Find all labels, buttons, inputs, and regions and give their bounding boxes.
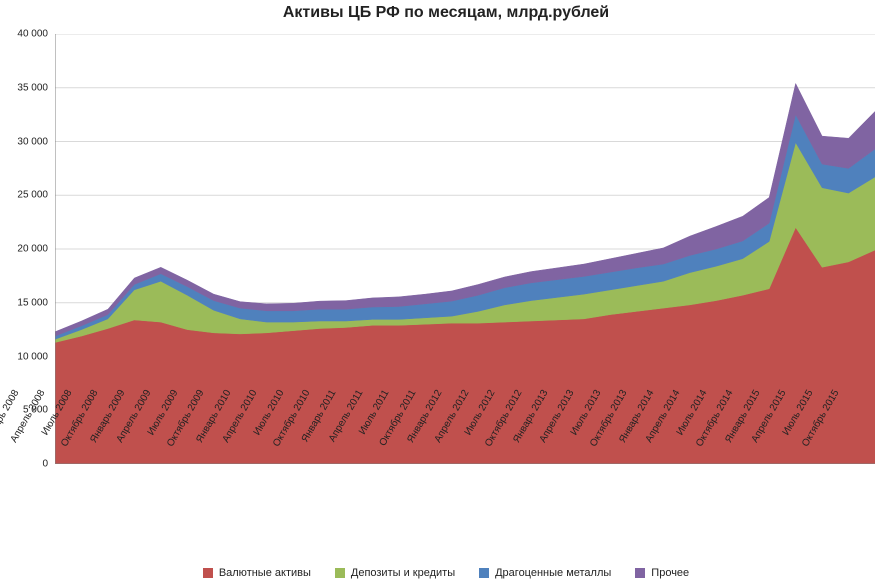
chart-container: Активы ЦБ РФ по месяцам, млрд.рублей 05 … xyxy=(0,0,892,585)
legend-item: Прочее xyxy=(635,567,689,579)
legend-item: Депозиты и кредиты xyxy=(335,567,455,579)
x-axis: Январь 2008Апрель 2008Июль 2008Октябрь 2… xyxy=(55,466,875,556)
chart-title: Активы ЦБ РФ по месяцам, млрд.рублей xyxy=(0,4,892,22)
legend-item: Драгоценные металлы xyxy=(479,567,611,579)
y-tick-label: 30 000 xyxy=(17,136,48,147)
y-tick-label: 10 000 xyxy=(17,351,48,362)
y-tick-label: 15 000 xyxy=(17,297,48,308)
legend-swatch xyxy=(335,568,345,578)
legend-label: Депозиты и кредиты xyxy=(351,567,455,579)
y-tick-label: 35 000 xyxy=(17,82,48,93)
legend-label: Валютные активы xyxy=(219,567,311,579)
legend-swatch xyxy=(203,568,213,578)
legend-swatch xyxy=(635,568,645,578)
legend-swatch xyxy=(479,568,489,578)
legend-label: Прочее xyxy=(651,567,689,579)
legend: Валютные активы Депозиты и кредиты Драгоце… xyxy=(0,567,892,579)
y-tick-label: 20 000 xyxy=(17,244,48,255)
legend-label: Драгоценные металлы xyxy=(495,567,611,579)
y-tick-label: 25 000 xyxy=(17,190,48,201)
legend-item: Валютные активы xyxy=(203,567,311,579)
y-tick-label: 40 000 xyxy=(17,29,48,40)
